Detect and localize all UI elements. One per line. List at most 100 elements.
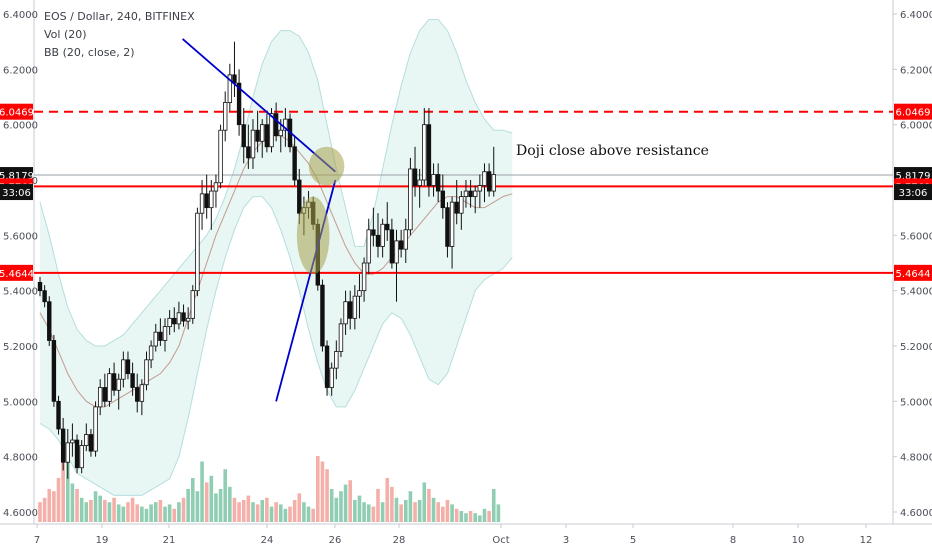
candle [435,163,441,203]
candle [181,304,186,327]
volume-bar [251,502,255,522]
candle [222,91,228,142]
bear-candle-body [385,223,390,231]
candle [56,395,61,435]
candle [264,113,270,153]
candle [273,102,279,142]
volume-bar [237,502,241,522]
bull-candle-body [107,373,112,402]
volume-bar [228,486,232,522]
bollinger-legend[interactable]: BB (20, close, 2) [44,46,135,59]
volume-bar [112,497,116,522]
volume-bar [413,502,417,522]
bull-candle-body [329,367,334,388]
volume-bar [56,478,61,522]
candle [176,301,182,330]
price-label-text-left: 6.0469 [0,108,34,119]
candle [162,318,168,352]
bull-candle-body [449,201,455,247]
bull-candle-body [357,290,362,297]
candle [477,174,483,208]
volume-bars [38,453,501,522]
candle [116,373,121,410]
candle [260,119,265,158]
volume-bar [274,502,278,522]
x-tick-label: 8 [730,535,736,546]
volume-bar [195,491,200,522]
candle [227,63,233,111]
bull-candle-body [218,129,223,184]
trendline [182,38,336,173]
bull-candle-body [93,406,98,452]
volume-bar [408,491,413,522]
candle [125,351,131,380]
volume-bar [353,500,357,522]
bull-candle-body [84,434,89,446]
candle [144,351,149,391]
bear-candle-body [468,190,473,197]
symbol-legend[interactable]: EOS / Dollar, 240, BITFINEX [44,10,195,23]
volume-bar [357,495,362,522]
y-tick-label-right: 4.8000 [900,453,932,464]
y-tick-label-left: 5.4000 [3,287,38,298]
bull-candle-body [431,174,436,186]
candle [375,213,381,258]
volume-bar [265,497,269,522]
volume-bar [441,506,445,522]
volume-bar [343,484,348,522]
volume-bar [70,483,75,522]
x-tick-label: Oct [492,535,509,546]
volume-bar [445,500,450,522]
volume-bar [204,482,209,522]
candle [366,218,371,275]
price-label-text-left: 5.8179 [0,171,34,182]
candle [42,285,47,308]
chart-annotation-text[interactable]: Doji close above resistance [516,143,709,159]
volume-bar [468,511,473,522]
candle [250,119,256,169]
bull-candle-body [227,74,233,103]
candle [218,124,223,189]
candle [232,41,237,97]
candle [172,307,177,333]
volume-bar [153,502,158,522]
volume-bar [255,504,260,522]
y-tick-label-right: 6.0000 [900,121,932,132]
price-axis[interactable]: 4.6000 4.6000 4.8000 4.8000 5.0000 5.0000 5.20… [0,10,932,519]
bull-candle-body [380,223,385,247]
bear-candle-body [454,201,459,214]
bear-candle-body [435,174,441,192]
candle [459,191,464,230]
bull-candle-body [209,190,214,209]
bear-candle-body [56,400,61,430]
candle [79,440,84,474]
candle [190,285,195,324]
volume-bar [394,497,399,522]
bear-candle-body [125,359,131,375]
candle [357,274,362,319]
candle [51,334,57,407]
volume-bar [163,506,167,522]
candle [473,185,478,214]
bull-candle-body [153,331,158,347]
bear-candle-body [273,113,279,137]
bear-candle-body [47,301,52,341]
y-tick-label-right: 5.0000 [900,397,932,408]
bull-candle-body [222,102,228,131]
bear-candle-body [181,312,186,322]
candle [343,290,348,335]
volume-bar [278,504,283,522]
x-tick-label: 10 [792,535,805,546]
candle [74,434,80,474]
bull-candle-body [148,345,154,361]
bull-candle-body [213,182,219,192]
volume-bar [417,500,422,522]
x-tick-label: 7 [34,535,40,546]
bull-candle-body [176,312,182,325]
time-axis[interactable]: 7 19 21 24 26 28 Oct 3 5 8 10 12 [34,524,873,546]
countdown-text-left: 33:06 [2,188,31,199]
candle [329,362,334,396]
volume-legend[interactable]: Vol (20) [44,28,87,41]
volume-bar [283,508,288,522]
